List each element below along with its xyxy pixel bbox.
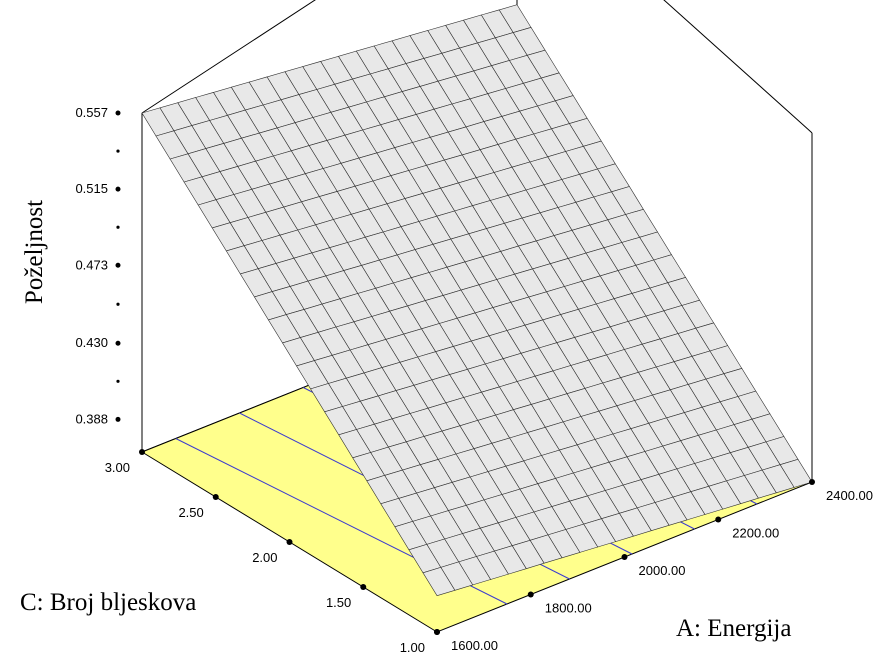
y-tick-label: 3.00 bbox=[105, 460, 130, 475]
z-tick-minor bbox=[116, 379, 120, 383]
x-tick-mark bbox=[434, 629, 440, 635]
y-tick-label: 2.00 bbox=[252, 550, 277, 565]
x-tick-label: 2200.00 bbox=[732, 526, 779, 541]
z-axis-title: Poželjnost bbox=[21, 200, 48, 304]
z-tick-mark bbox=[115, 416, 121, 422]
z-tick-label: 0.515 bbox=[75, 181, 108, 196]
z-tick-label: 0.473 bbox=[75, 257, 108, 272]
response-surface bbox=[141, 4, 813, 597]
y-tick-label: 1.50 bbox=[326, 595, 351, 610]
y-tick-mark bbox=[286, 539, 293, 545]
y-tick-label: 2.50 bbox=[178, 505, 203, 520]
y-tick-mark bbox=[360, 584, 367, 590]
x-tick-label: 1600.00 bbox=[451, 638, 498, 653]
x-tick-label: 2400.00 bbox=[826, 488, 873, 503]
z-tick-mark bbox=[115, 262, 121, 268]
x-tick-mark bbox=[621, 554, 628, 560]
axis-ticks: 0.388 0.430 0.473 0.515 0.557 1.00 1.50 2.00 2.5… bbox=[75, 105, 873, 655]
z-tick-minor bbox=[116, 302, 120, 306]
z-tick-minor bbox=[116, 149, 120, 153]
x-tick-label: 1800.00 bbox=[545, 601, 592, 616]
frame-edge-back bbox=[663, 0, 813, 134]
z-tick-mark bbox=[115, 186, 121, 192]
x-axis-title: A: Energija bbox=[676, 615, 791, 642]
z-tick-minor bbox=[116, 225, 120, 229]
z-tick-label: 0.557 bbox=[75, 105, 108, 120]
y-axis-title: C: Broj bljeskova bbox=[20, 589, 196, 616]
y-tick-mark bbox=[212, 494, 219, 500]
z-tick-label: 0.430 bbox=[75, 335, 108, 350]
x-tick-mark bbox=[715, 516, 722, 523]
y-tick-mark bbox=[139, 449, 145, 455]
x-tick-mark bbox=[809, 479, 815, 485]
z-tick-mark bbox=[115, 340, 121, 346]
z-tick-label: 0.388 bbox=[75, 411, 108, 426]
x-tick-label: 2000.00 bbox=[639, 563, 686, 578]
y-tick-label: 1.00 bbox=[400, 640, 425, 655]
frame-edge-back bbox=[141, 0, 316, 114]
surface-cell bbox=[422, 567, 456, 597]
x-tick-mark bbox=[527, 591, 534, 598]
z-tick-mark bbox=[115, 110, 121, 116]
